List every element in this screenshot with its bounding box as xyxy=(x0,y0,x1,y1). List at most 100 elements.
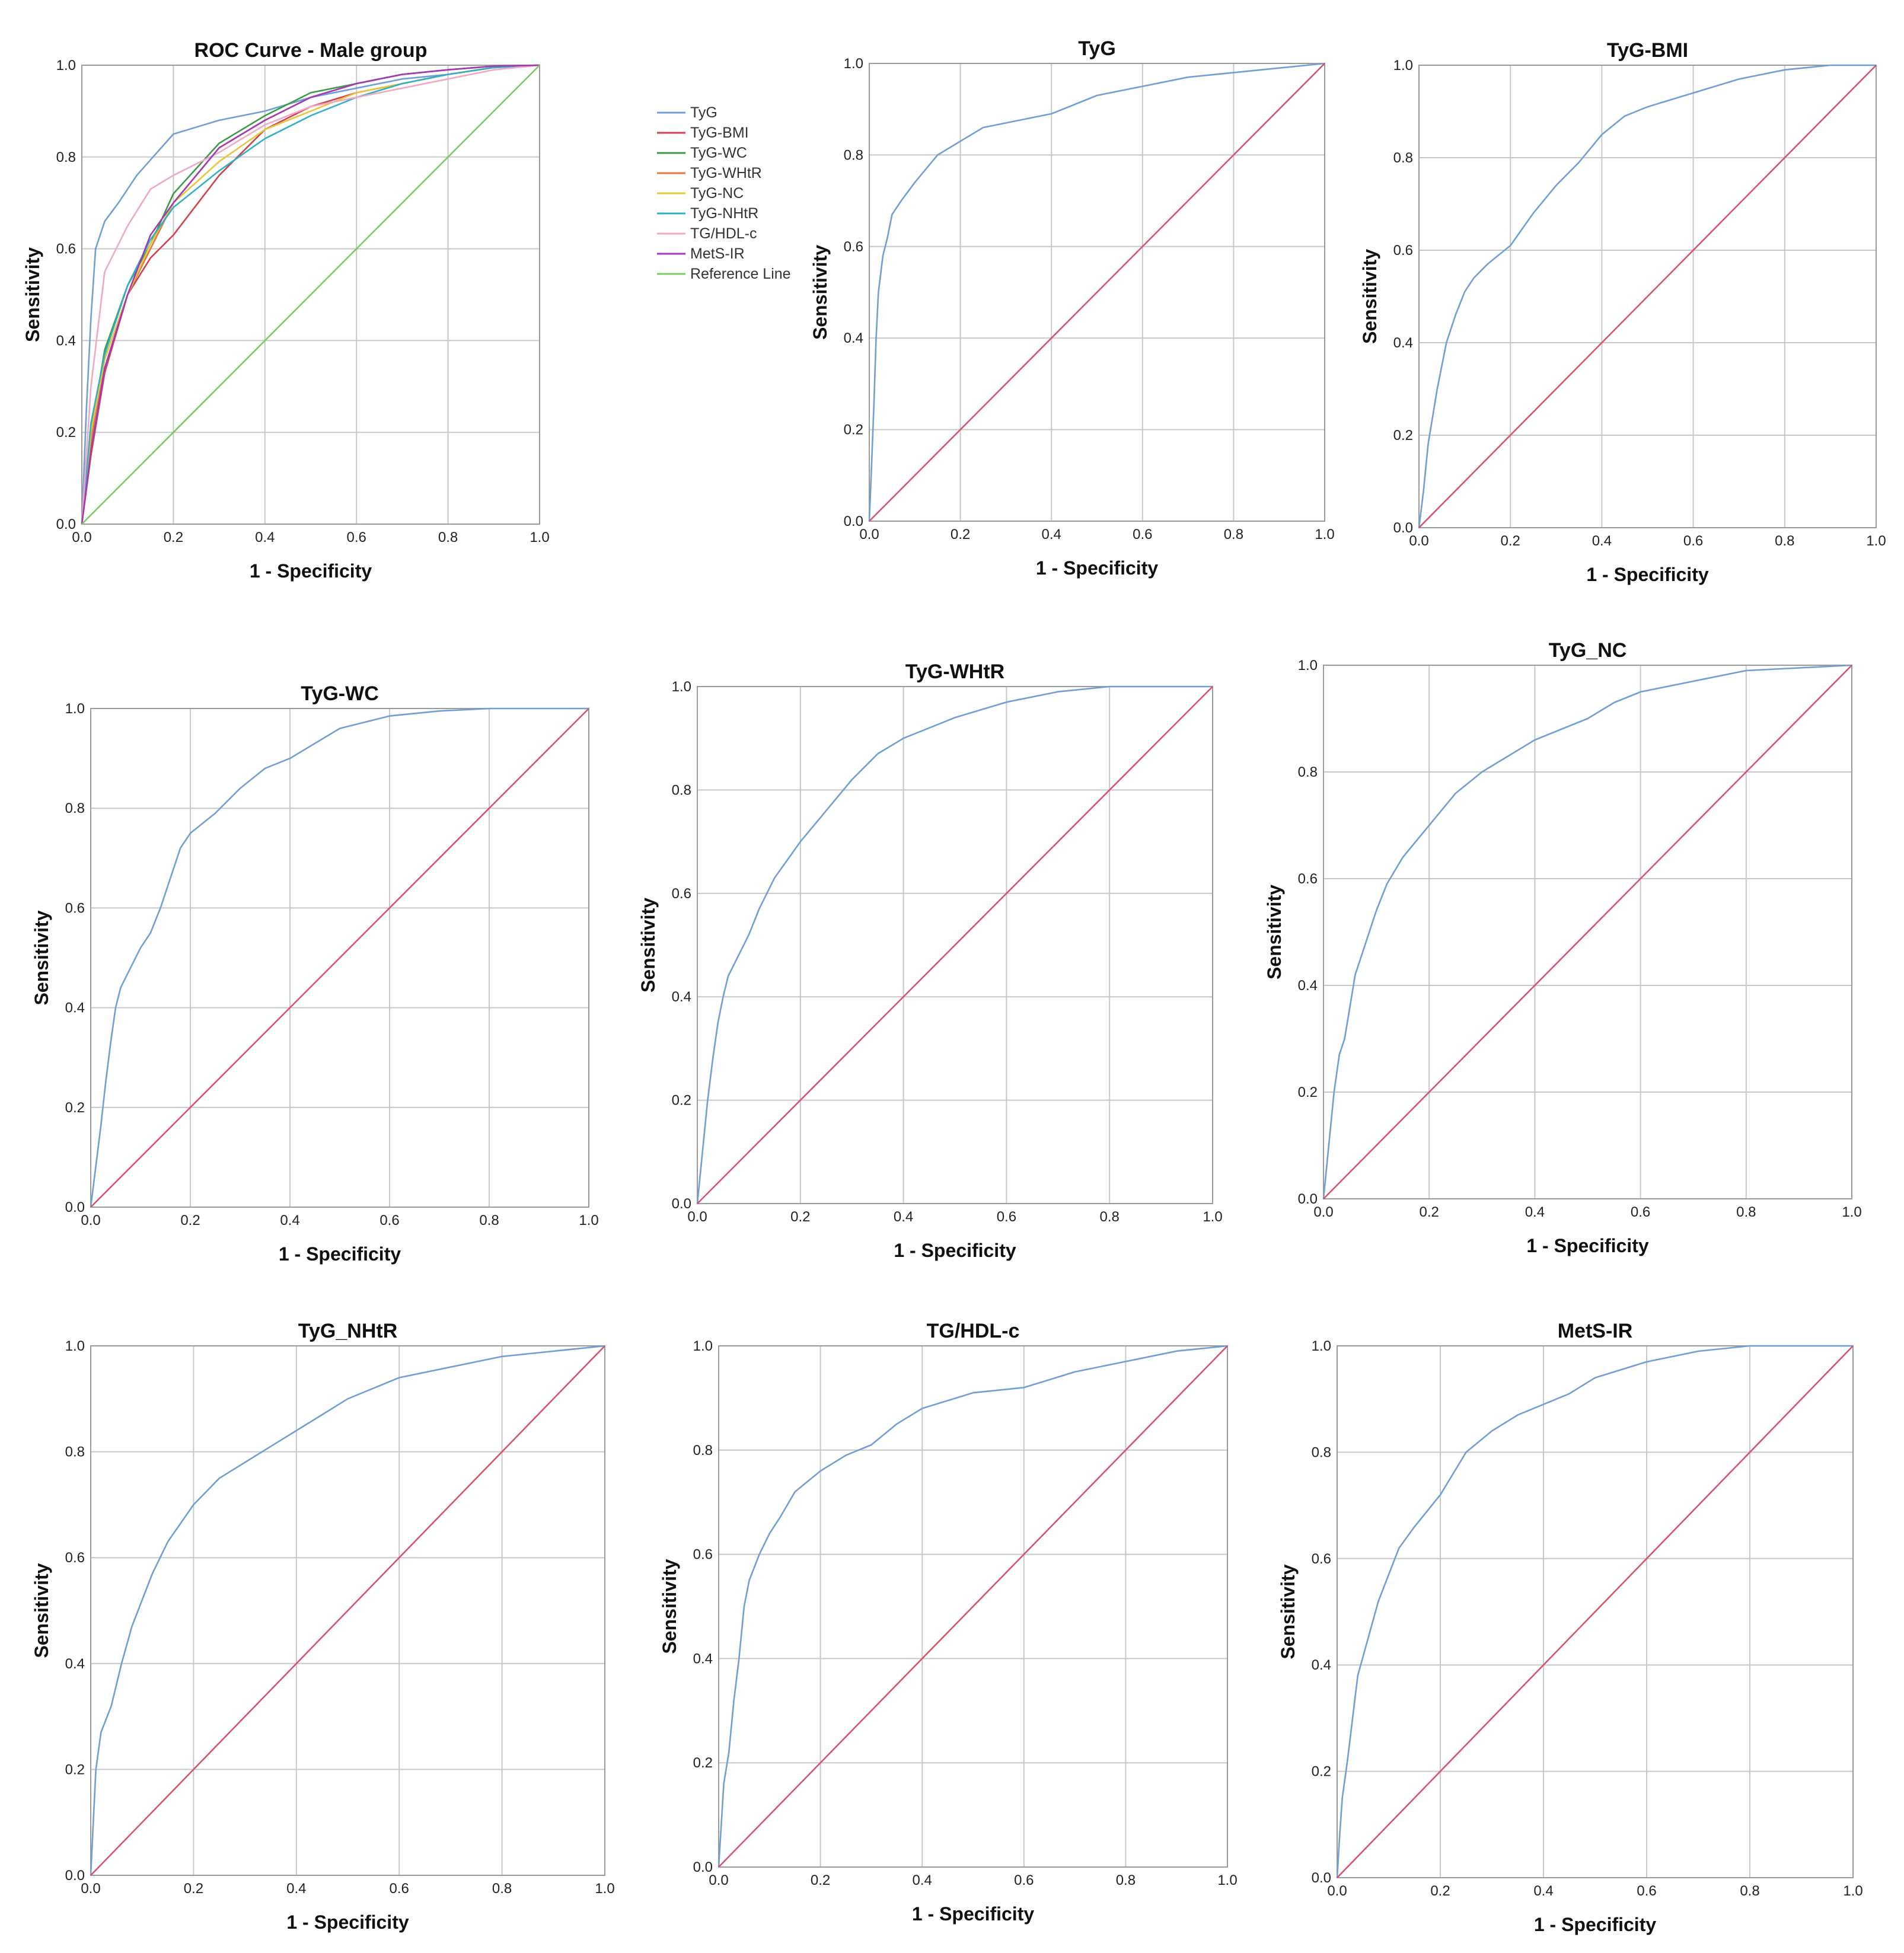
legend-label: TyG-WHtR xyxy=(690,165,762,181)
series-line-reference xyxy=(1323,665,1852,1199)
series-line-roc-0 xyxy=(1336,1345,1853,1878)
chart-title: TyG xyxy=(1078,37,1116,60)
series-line-reference xyxy=(90,1345,605,1876)
series-line-roc-0 xyxy=(717,1345,1228,1868)
y-tick-label: 0.0 xyxy=(1298,1191,1318,1207)
x-tick-label: 0.6 xyxy=(347,529,366,545)
plot-frame xyxy=(81,65,540,525)
y-axis-label: Sensitivity xyxy=(1277,1564,1299,1659)
legend-label: TyG xyxy=(690,104,717,121)
series-line-reference xyxy=(1337,1345,1854,1878)
legend-label: TyG-WC xyxy=(690,145,747,161)
series-line-reference xyxy=(1418,65,1877,528)
x-tick-label: 0.4 xyxy=(255,529,275,545)
y-tick-label: 0.4 xyxy=(693,1651,713,1667)
chart-panel-tyg-nhtr: 0.00.0 0.2 0.2 0.4 0.4 0.6 0.6 0.8 0.8 1.0 1.0 TyG_… xyxy=(31,1320,615,1933)
y-tick-label: 0.0 xyxy=(65,1868,85,1884)
x-tick-label: 0.4 xyxy=(1533,1883,1553,1899)
chart-title: TyG-WHtR xyxy=(905,660,1004,683)
y-axis-label: Sensitivity xyxy=(22,247,43,342)
series-line-reference xyxy=(869,63,1325,522)
y-axis-label: Sensitivity xyxy=(31,910,52,1005)
y-axis-label: Sensitivity xyxy=(31,1563,52,1658)
x-axis-label: 1 - Specificity xyxy=(250,560,372,582)
series-line-roc-0 xyxy=(81,64,540,525)
legend: TyG TyG-BMI TyG-WC TyG-WHtR TyG-NC TyG-NHtR TG… xyxy=(657,104,791,282)
y-tick-label: 0.0 xyxy=(693,1859,713,1875)
y-tick-label: 0.0 xyxy=(1312,1870,1331,1886)
plot-frame xyxy=(90,1345,605,1876)
plot-frame xyxy=(90,708,589,1208)
x-tick-label: 0.8 xyxy=(1775,533,1794,549)
y-axis-label: Sensitivity xyxy=(659,1559,680,1654)
x-tick-label: 1.0 xyxy=(579,1212,598,1228)
x-tick-label: 1.0 xyxy=(595,1881,614,1897)
chart-panel-tyg-wc: 0.00.0 0.2 0.2 0.4 0.4 0.6 0.6 0.8 0.8 1.0 1.0 TyG-… xyxy=(31,682,599,1265)
series-line-roc-5 xyxy=(81,64,540,525)
y-tick-label: 0.6 xyxy=(56,241,76,257)
x-tick-label: 1.0 xyxy=(1842,1204,1861,1220)
x-tick-label: 0.8 xyxy=(1224,526,1243,542)
x-tick-label: 0.0 xyxy=(1313,1204,1333,1220)
x-tick-label: 0.8 xyxy=(1740,1883,1759,1899)
chart-panel-tyg-bmi: 0.00.0 0.2 0.2 0.4 0.4 0.6 0.6 0.8 0.8 1.0 1.0 TyG-… xyxy=(1359,39,1886,585)
y-axis-label: Sensitivity xyxy=(1264,885,1285,979)
y-tick-label: 1.0 xyxy=(672,679,691,695)
chart-panel-tyg: 0.00.0 0.2 0.2 0.4 0.4 0.6 0.6 0.8 0.8 1.0 1.0 TyG 1… xyxy=(809,37,1335,579)
x-tick-label: 0.6 xyxy=(379,1212,399,1228)
chart-panel-mets-ir: 0.00.0 0.2 0.2 0.4 0.4 0.6 0.6 0.8 0.8 1.0 1.0 MetS… xyxy=(1277,1320,1863,1935)
x-axis-label: 1 - Specificity xyxy=(912,1903,1035,1925)
x-tick-label: 0.2 xyxy=(1420,1204,1439,1220)
x-axis-label: 1 - Specificity xyxy=(286,1911,409,1933)
legend-label: MetS-IR xyxy=(690,245,745,262)
x-tick-label: 0.8 xyxy=(479,1212,499,1228)
chart-title: TyG_NC xyxy=(1549,639,1627,662)
y-tick-label: 0.6 xyxy=(844,239,863,255)
chart-title: TyG_NHtR xyxy=(298,1320,398,1342)
y-tick-label: 0.2 xyxy=(844,422,863,438)
y-tick-label: 0.0 xyxy=(56,516,76,532)
y-axis-label: Sensitivity xyxy=(637,898,659,993)
legend-label: TG/HDL-c xyxy=(690,225,757,242)
x-tick-label: 0.8 xyxy=(492,1881,512,1897)
x-tick-label: 1.0 xyxy=(1203,1209,1222,1225)
series-line-roc-0 xyxy=(90,707,589,1208)
y-tick-label: 1.0 xyxy=(1298,658,1318,674)
x-tick-label: 0.6 xyxy=(1631,1204,1650,1220)
y-tick-label: 0.8 xyxy=(65,1444,85,1460)
plot-frame xyxy=(1323,665,1852,1199)
x-tick-label: 0.6 xyxy=(1133,526,1152,542)
legend-label: TyG-NC xyxy=(690,185,744,202)
series-line-reference xyxy=(90,708,589,1208)
x-tick-label: 0.4 xyxy=(913,1872,932,1888)
y-tick-label: 0.2 xyxy=(65,1100,85,1116)
series-line-roc-0 xyxy=(90,1345,605,1876)
plot-frame xyxy=(697,686,1213,1204)
x-tick-label: 0.4 xyxy=(894,1209,913,1225)
y-tick-label: 0.2 xyxy=(65,1761,85,1778)
x-tick-label: 0.0 xyxy=(709,1872,728,1888)
y-tick-label: 0.0 xyxy=(844,513,863,529)
y-tick-label: 0.6 xyxy=(65,1550,85,1566)
y-tick-label: 0.8 xyxy=(65,800,85,816)
y-tick-label: 0.2 xyxy=(1312,1764,1331,1780)
y-tick-label: 0.4 xyxy=(65,1000,85,1016)
y-tick-label: 0.6 xyxy=(672,886,691,902)
y-tick-label: 0.8 xyxy=(1298,764,1318,780)
legend-label: Reference Line xyxy=(690,266,791,282)
chart-title: MetS-IR xyxy=(1558,1320,1633,1342)
chart-title: ROC Curve - Male group xyxy=(194,39,428,62)
chart-title: TG/HDL-c xyxy=(927,1320,1020,1342)
x-tick-label: 0.0 xyxy=(81,1212,100,1228)
y-tick-label: 0.8 xyxy=(56,149,76,165)
series-line-roc-7 xyxy=(81,64,540,525)
y-tick-label: 0.4 xyxy=(844,330,863,346)
y-tick-label: 0.8 xyxy=(1312,1444,1331,1460)
x-tick-label: 0.2 xyxy=(790,1209,810,1225)
y-tick-label: 0.4 xyxy=(1298,978,1318,994)
chart-title: TyG-WC xyxy=(301,682,379,705)
plot-frame xyxy=(1337,1345,1854,1878)
x-tick-label: 0.6 xyxy=(1637,1883,1656,1899)
y-tick-label: 1.0 xyxy=(693,1338,713,1354)
